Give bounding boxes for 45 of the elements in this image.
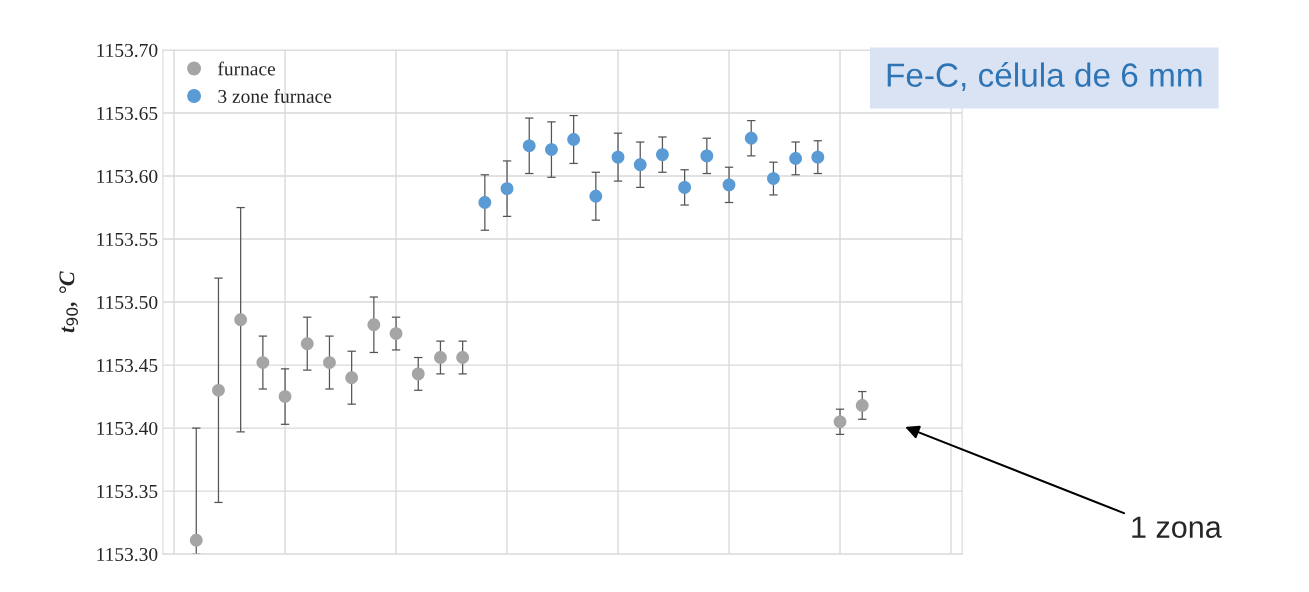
y-tick-label: 1153.65 (97, 106, 158, 121)
point (678, 180, 692, 194)
point (855, 399, 869, 412)
point (700, 149, 714, 163)
point (300, 337, 314, 351)
y-tick-label: 1153.45 (97, 358, 158, 373)
point (434, 351, 447, 364)
point (189, 533, 203, 547)
point (345, 371, 359, 385)
point (278, 390, 292, 403)
y-axis-title: t$_{90}$, °C (59, 271, 78, 333)
point (656, 148, 669, 162)
y-tick-label: 1153.70 (97, 43, 158, 58)
point (811, 150, 825, 164)
point (212, 383, 225, 397)
legend-label: 3 zone furnace (218, 89, 332, 103)
point (323, 356, 336, 369)
point (478, 196, 492, 209)
point (234, 313, 248, 327)
legend-label: furnace (218, 61, 276, 76)
point (389, 327, 403, 340)
point (767, 172, 780, 185)
y-tick-label: 1153.55 (97, 232, 158, 247)
point (411, 367, 425, 381)
point (833, 415, 847, 429)
point (789, 152, 803, 165)
point (722, 178, 736, 192)
point (567, 133, 581, 146)
point (456, 351, 470, 364)
y-tick-label: 1153.30 (97, 547, 158, 562)
point (744, 131, 758, 145)
point (500, 182, 514, 196)
y-tick-label: 1153.40 (97, 421, 158, 436)
point (589, 189, 603, 203)
y-tick-label: 1153.60 (97, 169, 158, 184)
point (633, 158, 647, 172)
y-tick-label: 1153.50 (97, 295, 158, 310)
point (367, 318, 381, 332)
point (256, 356, 270, 369)
y-tick-label: 1153.35 (97, 484, 158, 499)
point (522, 139, 536, 153)
text: 1 zona (1132, 516, 1222, 538)
point (545, 143, 558, 156)
point (611, 150, 625, 164)
annotation: Fe-C, célula de 6 mm (887, 62, 1202, 91)
